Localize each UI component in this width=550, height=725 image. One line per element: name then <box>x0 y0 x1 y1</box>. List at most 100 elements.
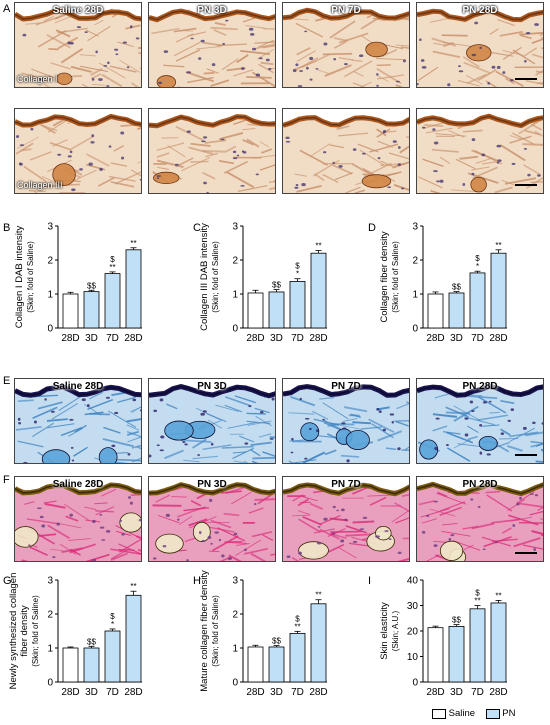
micrograph-image <box>417 477 543 561</box>
micrograph-group-label: PN 3D <box>197 381 227 392</box>
micrograph-tile: Saline 28D <box>14 378 142 464</box>
micrograph-image <box>283 109 409 193</box>
y-axis-label: Collagen III DAB intensity <box>199 223 210 331</box>
stain-label: Collagen I <box>17 74 58 84</box>
micrograph-image <box>283 3 409 87</box>
x-tick-label: 7D <box>471 333 484 344</box>
y-axis-label: Newly synthesized collagen <box>8 573 19 690</box>
y-tick-label: 3 <box>232 222 238 233</box>
chart-h-mature-collagen-density: 0 1 2 3 Mature collagen fiber density (Skin; … <box>199 570 328 698</box>
panel-letter-f: F <box>3 474 10 486</box>
micrograph-image <box>149 379 275 463</box>
x-tick-label: 28D <box>246 333 264 344</box>
micrograph-tile: PN 7D <box>282 476 410 562</box>
significance-label: ** <box>495 241 501 250</box>
bar <box>289 281 306 329</box>
significance-label: ** <box>495 591 501 600</box>
chart-i-skin-elasticity: 0 10 20 30 40 Skin elasticity (Skin; A.U.) 28D $… <box>379 576 508 699</box>
panel-letter-g: G <box>3 575 12 587</box>
panel-letter-b: B <box>3 222 11 234</box>
bar <box>247 292 264 329</box>
micrograph-group-label: Saline 28D <box>52 479 104 490</box>
micrograph-row-collagen-1: Saline 28D Collagen I PN 3D PN 7D PN 28D <box>14 2 544 88</box>
micrograph-group-label: Saline 28D <box>52 381 104 392</box>
x-tick-label: 7D <box>106 333 119 344</box>
bar <box>310 603 327 683</box>
x-tick-label: 28D <box>426 333 444 344</box>
panel-letter-i: I <box>368 575 372 587</box>
micrograph-tile: PN 28D <box>416 476 544 562</box>
y-tick-label: 0 <box>412 678 418 689</box>
micrograph-tile: PN 3D <box>148 2 276 88</box>
y-tick-label: 3 <box>47 576 53 587</box>
micrograph-image <box>15 379 141 463</box>
x-tick-label: 28D <box>61 687 79 698</box>
y-tick-label: 0 <box>47 324 53 335</box>
bar <box>83 647 100 683</box>
x-tick-label: 3D <box>450 687 463 698</box>
bar <box>268 291 285 329</box>
bar <box>83 291 100 329</box>
x-tick-label: 28D <box>124 687 142 698</box>
y-tick-label: 2 <box>412 256 418 267</box>
bar <box>469 608 486 683</box>
y-tick-label: 0 <box>412 324 418 335</box>
y-axis-sublabel: (Skin; fold of Saline) <box>31 595 40 667</box>
significance-label: * <box>476 262 479 271</box>
significance-label: ** <box>130 239 136 248</box>
y-tick-label: 10 <box>407 652 419 663</box>
micrograph-group-label: PN 7D <box>331 381 361 392</box>
micrograph-image <box>283 477 409 561</box>
micrograph-tile: PN 28D <box>416 378 544 464</box>
significance-label: ** <box>474 597 480 606</box>
bar <box>448 626 465 683</box>
y-axis-sublabel: (Skin; A.U.) <box>391 610 400 651</box>
y-tick-label: 3 <box>232 576 238 587</box>
scale-bar <box>515 552 537 554</box>
micrograph-tile: Saline 28D Collagen I <box>14 2 142 88</box>
x-tick-label: 28D <box>489 687 507 698</box>
micrograph-tile: PN 7D <box>282 378 410 464</box>
micrograph-image <box>15 109 141 193</box>
bar <box>268 646 285 683</box>
significance-label: $ <box>110 255 115 264</box>
y-axis-label: Collagen fiber density <box>379 231 390 323</box>
legend-label-saline: Saline <box>448 708 476 719</box>
micrograph-group-label: PN 28D <box>462 381 498 392</box>
significance-label: * <box>296 270 299 279</box>
significance-label: $ <box>295 614 300 623</box>
x-tick-label: 3D <box>270 687 283 698</box>
panel-letter-c: C <box>193 222 201 234</box>
micrograph-tile: Collagen III <box>14 108 142 194</box>
micrograph-tile: Saline 28D <box>14 476 142 562</box>
stain-label: Collagen III <box>17 180 63 190</box>
micrograph-image <box>417 109 543 193</box>
significance-label: $$ <box>87 637 96 646</box>
y-axis-label: Mature collagen fiber density <box>199 570 210 692</box>
bar <box>125 249 142 329</box>
y-axis-sublabel: fiber density <box>19 605 30 656</box>
legend-label-pn: PN <box>502 708 516 719</box>
micrograph-tile <box>282 108 410 194</box>
micrograph-row-masson-trichrome: Saline 28D PN 3D PN 7D PN 28D <box>14 378 544 464</box>
y-tick-label: 1 <box>47 290 53 301</box>
bar <box>104 273 121 329</box>
micrograph-image <box>149 3 275 87</box>
x-tick-label: 28D <box>309 333 327 344</box>
x-tick-label: 28D <box>246 687 264 698</box>
scale-bar <box>515 184 537 186</box>
x-tick-label: 28D <box>426 687 444 698</box>
micrograph-row-hbq-stain: Saline 28D PN 3D PN 7D PN 28D <box>14 476 544 562</box>
scale-bar <box>515 78 537 80</box>
x-tick-label: 3D <box>450 333 463 344</box>
significance-label: $ <box>475 589 480 598</box>
bar <box>104 630 121 683</box>
micrograph-tile <box>416 108 544 194</box>
y-axis-sublabel: (Skin; fold of Saline) <box>211 241 220 313</box>
legend-swatch-saline <box>432 708 446 719</box>
y-axis-sublabel: (Skin; fold of Saline) <box>391 241 400 313</box>
panel-letter-d: D <box>368 222 376 234</box>
micrograph-tile: PN 7D <box>282 2 410 88</box>
micrograph-group-label: PN 3D <box>197 5 227 16</box>
micrograph-group-label: PN 7D <box>331 479 361 490</box>
